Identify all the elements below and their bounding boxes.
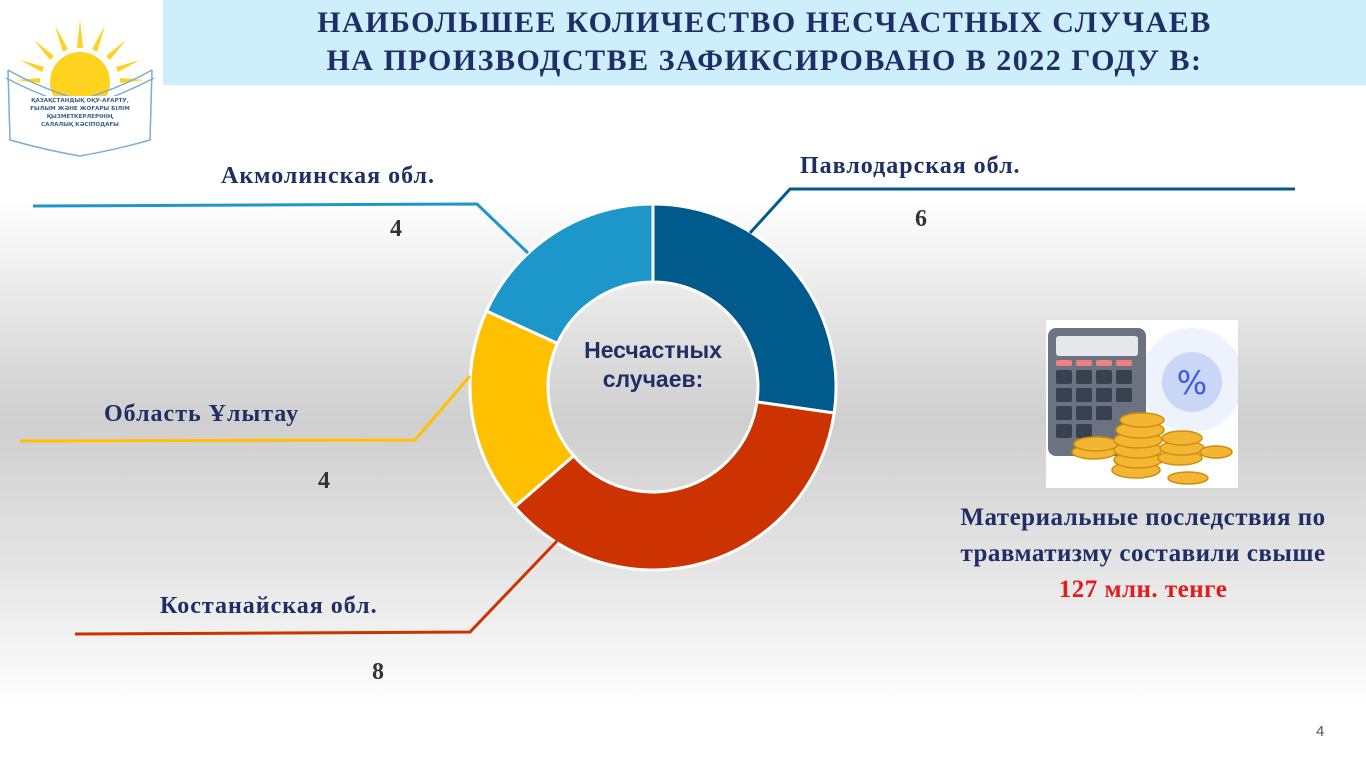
damage-note: Материальные последствия по травматизму …: [958, 500, 1328, 608]
logo-text-2: ҒЫЛЫМ ЖӘНЕ ЖОҒАРЫ БІЛІМ: [30, 106, 130, 112]
slide-title-line-2: НА ПРОИЗВОДСТВЕ ЗАФИКСИРОВАНО В 2022 ГОД…: [326, 44, 1203, 77]
title-band: [163, 0, 1366, 85]
leader-line-0: [748, 187, 1295, 235]
leader-line-1: [74, 539, 559, 636]
label-ulytau: Область Ұлытау: [104, 401, 300, 427]
value-kostanay: 8: [372, 659, 384, 685]
label-akmola: Акмолинская обл.: [221, 163, 435, 189]
donut-slice-0: [651, 202, 838, 415]
logo-text-1: ҚАЗАҚСТАНДЫҚ ОҚУ-АҒАРТУ,: [31, 98, 129, 104]
damage-amount: 127 млн. тенге: [1058, 576, 1228, 603]
logo-text-3: ҚЫЗМЕТКЕРЛЕРІНІҢ: [47, 114, 114, 120]
donut-slice-1: [512, 400, 836, 572]
svg-text:%: %: [1177, 364, 1207, 402]
donut-center-label: Несчастных случаев:: [584, 337, 722, 392]
value-ulytau: 4: [318, 468, 330, 494]
calculator-coins-percent-icon: %: [1046, 320, 1238, 488]
value-akmola: 4: [390, 216, 402, 242]
leader-line-2: [19, 375, 472, 443]
label-kostanay: Костанайская обл.: [160, 593, 378, 619]
union-logo: ҚАЗАҚСТАНДЫҚ ОҚУ-АҒАРТУ, ҒЫЛЫМ ЖӘНЕ ЖОҒА…: [5, 20, 155, 157]
value-pavlodar: 6: [915, 206, 927, 232]
damage-note-text: Материальные последствия по травматизму …: [960, 504, 1326, 567]
leader-line-3: [32, 202, 530, 255]
page-number: 4: [1316, 723, 1325, 740]
slide-title-line-1: НАИБОЛЬШЕЕ КОЛИЧЕСТВО НЕСЧАСТНЫХ СЛУЧАЕВ: [317, 6, 1212, 39]
donut-slice-3: [484, 202, 655, 346]
logo-text-4: САЛАЛЫҚ КӘСІПОДАҒЫ: [41, 122, 119, 128]
label-pavlodar: Павлодарская обл.: [800, 153, 1021, 179]
